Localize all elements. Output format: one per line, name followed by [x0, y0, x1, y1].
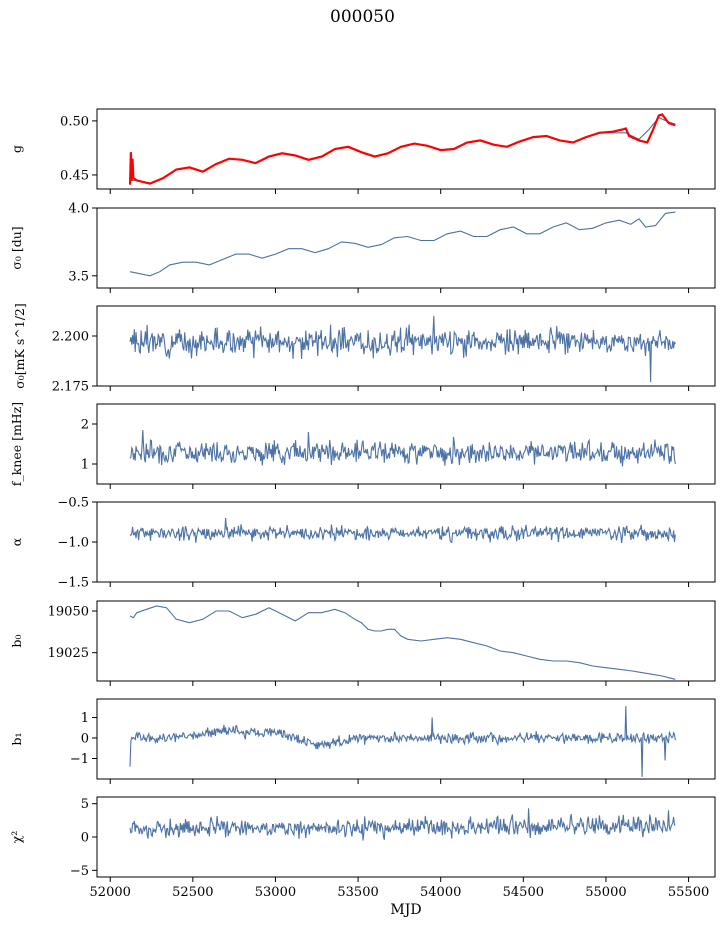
y-tick-label-alpha: −0.5 [57, 496, 89, 511]
y-tick-label-sigma0: 3.5 [68, 269, 89, 284]
y-axis-label-sigma0-mks: σ₀[mK s^1/2] [12, 303, 27, 388]
series-line-alpha-0 [129, 517, 676, 544]
x-tick-label: 55500 [668, 885, 709, 900]
y-axis-label-alpha: α [9, 537, 24, 546]
y-tick-label-alpha: −1.5 [57, 576, 89, 591]
y-axis-label-g: g [9, 145, 24, 153]
series-line-g-0 [130, 116, 676, 185]
series-line-sigma0-mks-0 [129, 315, 676, 383]
y-tick-label-g: 0.45 [60, 168, 89, 183]
y-axis-label-fknee: f_knee [mHz] [9, 402, 24, 486]
series-line-g-1 [128, 113, 676, 185]
axes-frame-sigma0 [96, 207, 716, 289]
panel-alpha: −1.5 −1.0 −0.5 α [9, 496, 716, 591]
axes-frame-b1 [96, 698, 716, 780]
series-line-b1-0 [129, 706, 676, 777]
y-axis-label-sigma0: σ₀ [du] [9, 226, 24, 269]
y-tick-label-fknee: 2 [81, 418, 89, 433]
x-tick-label: 55000 [585, 885, 626, 900]
y-tick-label-b1: −1 [70, 752, 89, 767]
x-axis-label: MJD [390, 902, 421, 918]
panel-g: 0.45 0.50 g [9, 108, 716, 194]
y-axis-label-b0: b₀ [9, 634, 24, 647]
series-line-chi2-0 [129, 808, 676, 841]
y-tick-label-b0: 19050 [48, 605, 89, 620]
y-axis-label-chi2: χ² [9, 831, 24, 844]
x-tick-label: 54000 [420, 885, 461, 900]
y-tick-label-fknee: 1 [81, 458, 89, 473]
panel-sigma0-mks: 2.175 2.200 σ₀[mK s^1/2] [12, 303, 716, 395]
axes-frame-alpha [96, 501, 716, 583]
y-tick-label-chi2: 0 [81, 831, 89, 846]
axes-frame-g [96, 108, 716, 190]
panel-chi2: −5 0 5 χ² [9, 796, 716, 882]
y-tick-label-chi2: 5 [81, 797, 89, 812]
panel-b1: −1 0 1 b₁ [9, 698, 716, 784]
series-line-fknee-0 [129, 429, 676, 467]
panel-sigma0: 3.5 4.0 σ₀ [du] [9, 202, 716, 293]
series-line-sigma0-0 [129, 211, 676, 277]
x-tick-label: 54500 [503, 885, 544, 900]
x-tick-label: 53500 [337, 885, 378, 900]
y-axis-label-b1: b₁ [9, 732, 24, 745]
y-tick-label-b1: 0 [81, 731, 89, 746]
x-tick-label: 53000 [255, 885, 296, 900]
axes-frame-sigma0-mks [96, 305, 716, 387]
x-tick-label: 52500 [172, 885, 213, 900]
panel-b0: 19025 19050 b₀ [9, 600, 716, 686]
axes-frame-fknee [96, 403, 716, 485]
figure-title: 000050 [330, 7, 395, 27]
y-tick-label-b0: 19025 [48, 646, 89, 661]
axes-frame-chi2 [96, 796, 716, 878]
y-tick-label-sigma0-mks: 2.175 [52, 380, 89, 395]
panel-fknee: 1 2 f_knee [mHz] [9, 402, 716, 489]
x-tick-label: 52000 [90, 885, 131, 900]
y-tick-label-b1: 1 [81, 711, 89, 726]
y-tick-label-sigma0-mks: 2.200 [52, 330, 89, 345]
y-tick-label-sigma0: 4.0 [68, 202, 89, 217]
y-tick-label-alpha: −1.0 [57, 536, 89, 551]
y-tick-label-g: 0.50 [60, 114, 89, 129]
axes-frame-b0 [96, 600, 716, 682]
y-tick-label-chi2: −5 [70, 864, 89, 879]
series-line-b0-0 [129, 605, 676, 680]
